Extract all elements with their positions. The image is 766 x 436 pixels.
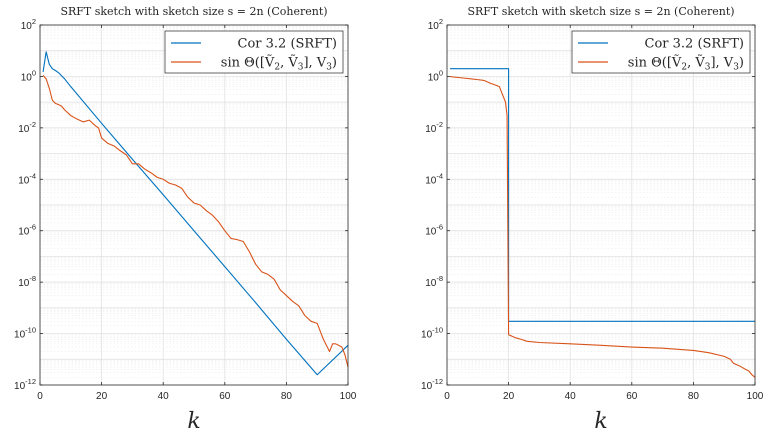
x-axis-label-right: k: [594, 409, 607, 434]
x-tick-label: 60: [626, 391, 638, 402]
series-group-right: [449, 68, 756, 378]
x-tick-label: 100: [340, 391, 357, 402]
y-tick-label: 10-6: [18, 223, 36, 238]
grid-right: [447, 25, 755, 385]
legend-right: Cor 3.2 (SRFT) sin Θ([Ṽ2, Ṽ3], V3): [571, 30, 751, 74]
legend-label: Cor 3.2 (SRFT): [645, 37, 744, 52]
x-tick-label: 80: [281, 391, 293, 402]
chart-title-left: SRFT sketch with sketch size s = 2n (Coh…: [60, 5, 327, 18]
y-tick-label: 10-12: [421, 377, 443, 392]
y-tick-label: 100: [21, 68, 36, 83]
y-tick-label: 102: [428, 17, 443, 32]
series-line-sin-theta: [42, 75, 349, 368]
x-tick-label: 80: [688, 391, 700, 402]
y-tick-label: 10-8: [18, 274, 36, 289]
axes-box-left: [39, 24, 349, 386]
chart-panel-right: SRFT sketch with sketch size s = 2n (Coh…: [421, 5, 764, 434]
series-line-sin-theta: [449, 75, 756, 378]
y-tick-label: 10-10: [421, 326, 443, 341]
x-tick-label: 20: [96, 391, 108, 402]
x-tick-label: 20: [503, 391, 515, 402]
legend-box: [571, 30, 751, 74]
legend-label: sin Θ([Ṽ2, Ṽ3], V3): [221, 55, 337, 73]
ticks-right: 0 20 40 60 80 100 102 100 10-2 10-4 10-6 10-8 10-10 1…: [421, 17, 764, 402]
legend-left: Cor 3.2 (SRFT) sin Θ([Ṽ2, Ṽ3], V3): [164, 30, 344, 74]
chart-panel-left: SRFT sketch with sketch size s = 2n (Coh…: [14, 5, 357, 434]
legend-box: [164, 30, 344, 74]
axes-box-right: [446, 24, 756, 386]
y-tick-label: 10-4: [425, 171, 443, 186]
y-tick-label: 100: [428, 68, 443, 83]
x-tick-label: 0: [444, 391, 450, 402]
ticks-left: 0 20 40 60 80 100 102 100 10-2 10-4 10-6 10-8 10-10 1…: [14, 17, 357, 402]
y-tick-label: 10-2: [18, 120, 36, 135]
x-tick-label: 40: [565, 391, 577, 402]
series-line-cor-srft: [42, 51, 349, 376]
chart-title-right: SRFT sketch with sketch size s = 2n (Coh…: [467, 5, 734, 18]
grid-left: [40, 25, 348, 385]
x-tick-label: 100: [747, 391, 764, 402]
x-tick-label: 40: [158, 391, 170, 402]
y-tick-label: 10-8: [425, 274, 443, 289]
x-axis-label-left: k: [187, 409, 200, 434]
y-tick-label: 10-2: [425, 120, 443, 135]
y-tick-label: 10-6: [425, 223, 443, 238]
x-tick-label: 0: [37, 391, 43, 402]
legend-label: sin Θ([Ṽ2, Ṽ3], V3): [628, 55, 744, 73]
y-tick-label: 102: [21, 17, 36, 32]
series-group-left: [42, 51, 349, 376]
series-line-cor-srft: [450, 68, 755, 322]
y-tick-label: 10-12: [14, 377, 36, 392]
legend-label: Cor 3.2 (SRFT): [238, 37, 337, 52]
x-tick-label: 60: [219, 391, 231, 402]
y-tick-label: 10-4: [18, 171, 36, 186]
y-tick-label: 10-10: [14, 326, 36, 341]
